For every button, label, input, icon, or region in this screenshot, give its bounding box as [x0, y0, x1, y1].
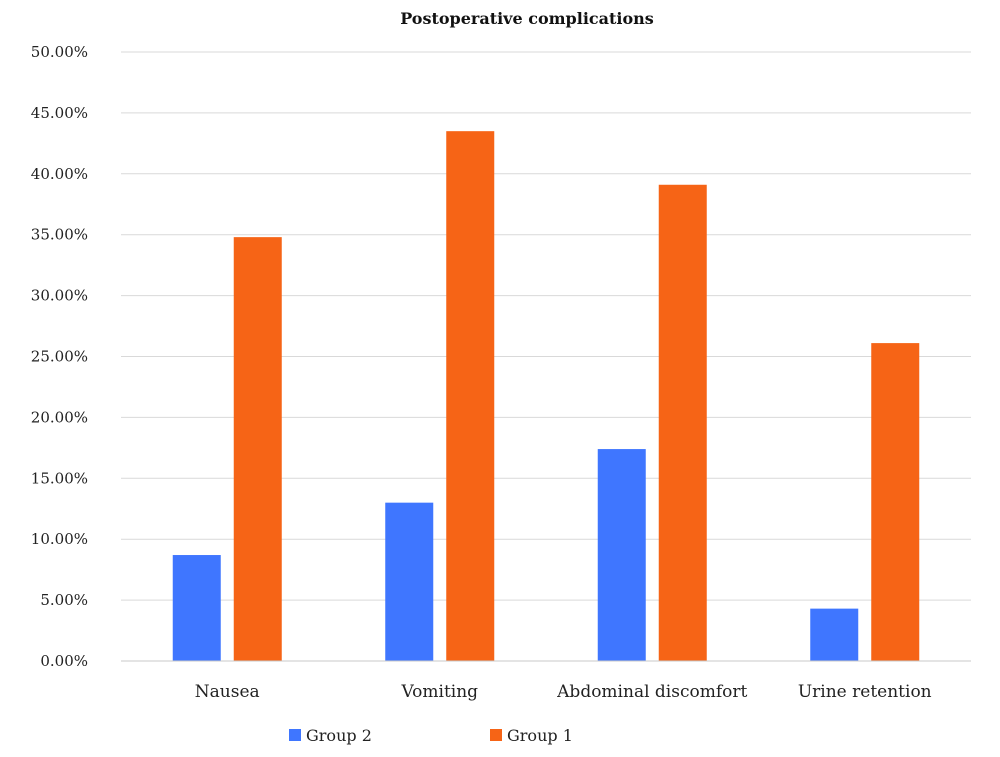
- legend: Group 2 Group 1: [289, 726, 573, 745]
- x-category-label: Abdominal discomfort: [556, 682, 747, 702]
- y-tick-label: 35.00%: [31, 226, 88, 244]
- y-tick-label: 45.00%: [31, 104, 88, 122]
- x-category-label: Urine retention: [798, 682, 932, 702]
- y-tick-label: 25.00%: [31, 348, 88, 366]
- bar-group-1: [871, 343, 920, 661]
- y-tick-label: 30.00%: [31, 287, 88, 305]
- bar-group-2: [172, 555, 221, 661]
- bar-group-2: [597, 449, 646, 661]
- bars: [172, 131, 920, 662]
- legend-label: Group 1: [507, 726, 573, 745]
- legend-label: Group 2: [306, 726, 372, 745]
- y-tick-label: 10.00%: [31, 530, 88, 548]
- bar-group-1: [233, 237, 282, 662]
- legend-swatch: [490, 729, 502, 741]
- y-tick-label: 20.00%: [31, 408, 88, 426]
- y-tick-label: 0.00%: [40, 652, 88, 670]
- y-tick-label: 5.00%: [40, 591, 88, 609]
- y-tick-label: 40.00%: [31, 165, 88, 183]
- chart-title: Postoperative complications: [400, 9, 654, 28]
- legend-swatch: [289, 729, 301, 741]
- bar-group-2: [385, 502, 434, 661]
- y-tick-label: 15.00%: [31, 469, 88, 487]
- bar-group-1: [658, 184, 707, 661]
- bar-group-2: [810, 608, 859, 661]
- x-axis-category-labels: Nausea Vomiting Abdominal discomfort Urine …: [195, 682, 932, 702]
- x-category-label: Vomiting: [400, 682, 478, 702]
- bar-group-1: [446, 131, 495, 662]
- y-tick-label: 50.00%: [31, 43, 88, 61]
- y-axis-tick-labels: 0.00% 5.00% 10.00% 15.00% 20.00% 25.00% 30.00%…: [31, 43, 88, 670]
- x-category-label: Nausea: [195, 682, 260, 702]
